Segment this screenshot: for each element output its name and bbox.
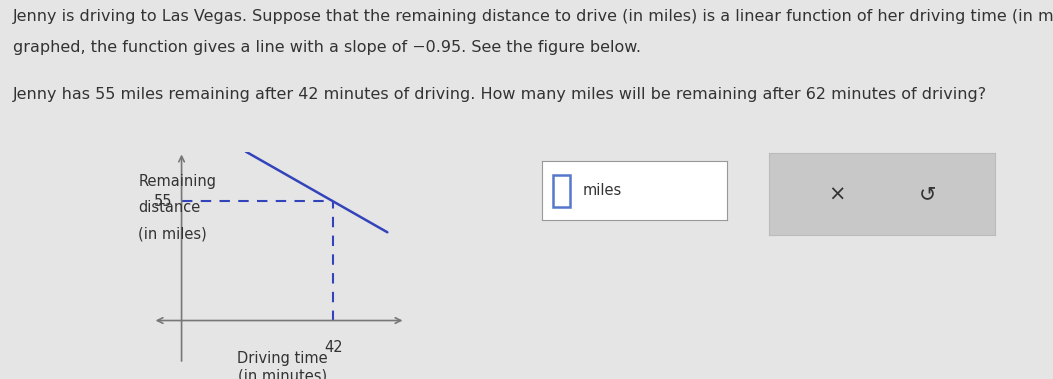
Text: graphed, the function gives a line with a slope of −0.95. See the figure below.: graphed, the function gives a line with … bbox=[13, 40, 640, 55]
Text: Jenny has 55 miles remaining after 42 minutes of driving. How many miles will be: Jenny has 55 miles remaining after 42 mi… bbox=[13, 87, 987, 102]
Text: (in minutes): (in minutes) bbox=[238, 368, 327, 379]
Text: Jenny is driving to Las Vegas. Suppose that the remaining distance to drive (in : Jenny is driving to Las Vegas. Suppose t… bbox=[13, 9, 1053, 25]
Text: 55: 55 bbox=[154, 194, 173, 209]
Text: miles: miles bbox=[583, 183, 622, 198]
Text: distance: distance bbox=[138, 200, 200, 215]
Text: ↺: ↺ bbox=[918, 184, 936, 204]
Text: Driving time: Driving time bbox=[237, 351, 327, 366]
Text: ×: × bbox=[828, 184, 846, 204]
Text: Remaining: Remaining bbox=[138, 174, 216, 190]
Text: (in miles): (in miles) bbox=[138, 226, 207, 241]
Bar bbox=[554, 175, 570, 207]
Text: 42: 42 bbox=[324, 340, 342, 355]
